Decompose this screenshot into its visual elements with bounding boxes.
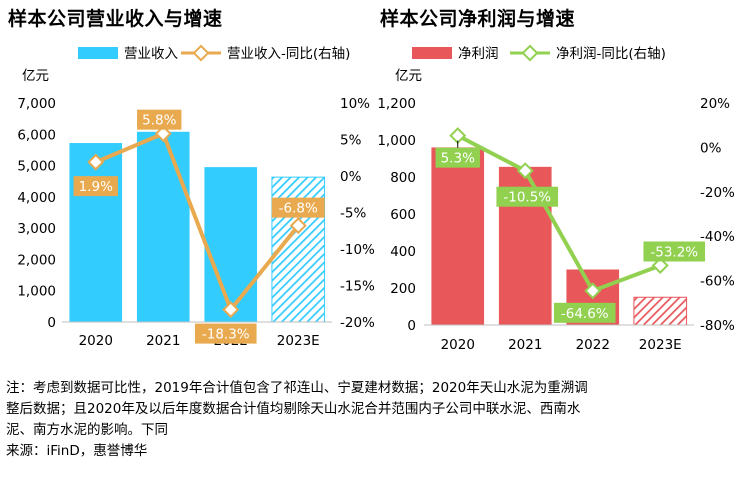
profit-data-label-box [643,241,706,262]
profit-right-tick-label: -20% [700,185,735,201]
revenue-right-tick-label: -15% [340,279,375,295]
revenue-left-tick-label: 6,000 [17,127,56,143]
profit-right-tick-label: -60% [700,274,735,290]
profit-chart: 净利润 净利润-同比(右轴) 亿元 0 200 400 600 800 1,000 1,200 -8… [377,44,735,353]
revenue-right-tick-label: 0% [340,169,362,185]
revenue-category-label: 2023E [277,333,320,349]
revenue-data-label: -6.8% [279,201,318,217]
revenue-right-tick-label: -10% [340,242,375,258]
profit-data-label: -10.5% [503,190,551,206]
revenue-left-tick-label: 7,000 [17,96,56,112]
revenue-data-label-box [137,109,182,130]
revenue-right-tick-label: 10% [340,96,370,112]
revenue-data-label-box [271,197,325,218]
profit-category-label: 2020 [441,337,475,353]
revenue-growth-marker [87,153,105,171]
profit-left-tick-label: 800 [390,170,416,186]
revenue-bar [204,167,258,322]
profit-growth-marker [651,257,669,274]
profit-growth-marker [516,162,534,180]
profit-data-label: -64.6% [561,306,609,322]
profit-data-label-box [496,186,559,207]
revenue-right-tick-label: -20% [340,315,375,331]
revenue-left-tick-label: 4,000 [17,190,56,206]
revenue-right-tick-label: -5% [340,206,366,222]
profit-left-tick-label: 1,200 [377,96,416,112]
profit-legend-bar-label: 净利润 [458,46,499,62]
revenue-data-label: -18.3% [202,327,250,343]
revenue-unit-label: 亿元 [22,68,49,84]
revenue-data-label-box [73,176,118,197]
revenue-legend-bar-label: 营业收入 [124,46,178,62]
profit-data-label: -53.2% [650,245,698,261]
profit-left-tick-label: 600 [390,207,416,223]
revenue-right-tick-label: 5% [340,133,362,149]
revenue-category-label: 2020 [79,333,113,349]
profit-right-tick-label: -40% [700,229,735,245]
footnote: 注：考虑到数据可比性，2019年合计值包含了祁连山、宁夏建材数据；2020年天山… [6,378,741,462]
profit-bar [431,147,485,325]
revenue-legend-line-label: 营业收入-同比(右轴) [227,46,350,62]
note-line-3: 泥、南方水泥的影响。下同 [6,422,168,438]
charts-canvas: 营业收入 营业收入-同比(右轴) 亿元 0 1,000 2,000 3,000 4,000 5,… [17,44,735,353]
revenue-left-tick-label: 1,000 [17,284,56,300]
profit-data-label: 5.3% [441,151,475,167]
profit-category-label: 2023E [639,337,682,353]
revenue-left-tick-label: 2,000 [17,252,56,268]
profit-data-label-box [553,302,616,323]
profit-unit-label: 亿元 [395,68,422,84]
note-line-2: 整后数据；且2020年及以后年度数据合计值均剔除天山水泥合并范围内子公司中联水泥… [6,401,581,417]
revenue-data-label: 1.9% [79,179,113,195]
revenue-category-label: 2021 [146,333,180,349]
revenue-growth-marker [222,301,240,319]
profit-right-tick-label: 0% [700,140,722,156]
revenue-data-label-box [194,323,257,344]
profit-category-label: 2021 [508,337,542,353]
profit-chart-title: 样本公司净利润与增速 [380,8,576,30]
revenue-growth-marker [289,217,307,235]
profit-left-tick-label: 200 [390,281,416,297]
profit-right-tick-label: -80% [700,318,735,334]
profit-legend-line-label: 净利润-同比(右轴) [556,46,666,62]
revenue-growth-line [94,131,300,312]
revenue-chart-title: 样本公司营业收入与增速 [8,8,223,30]
profit-left-tick-label: 0 [407,318,416,334]
profit-left-tick-label: 1,000 [377,133,416,149]
profit-legend-bar-swatch [412,47,452,59]
source-line: 来源：iFinD，惠誉博华 [6,443,148,459]
revenue-left-tick-label: 3,000 [17,221,56,237]
profit-data-label-box [435,147,480,168]
revenue-growth-marker [154,125,172,143]
profit-category-label: 2022 [576,337,610,353]
profit-growth-line [456,133,661,293]
profit-bar [633,296,688,326]
note-line-1: 注：考虑到数据可比性，2019年合计值包含了祁连山、宁夏建材数据；2020年天山… [6,380,588,396]
revenue-bar [136,131,190,322]
revenue-chart: 营业收入 营业收入-同比(右轴) 亿元 0 1,000 2,000 3,000 4,000 5,… [17,44,375,349]
revenue-legend-bar-swatch [78,47,118,59]
profit-growth-marker [449,127,467,145]
profit-right-tick-label: 20% [700,96,730,112]
profit-growth-marker [584,282,602,300]
profit-legend-line-marker [521,44,539,62]
revenue-left-tick-label: 0 [47,315,56,331]
profit-left-tick-label: 400 [390,244,416,260]
revenue-legend-line-marker [192,44,210,62]
revenue-bar [69,143,123,322]
revenue-data-label: 5.8% [142,113,176,129]
revenue-left-tick-label: 5,000 [17,159,56,175]
